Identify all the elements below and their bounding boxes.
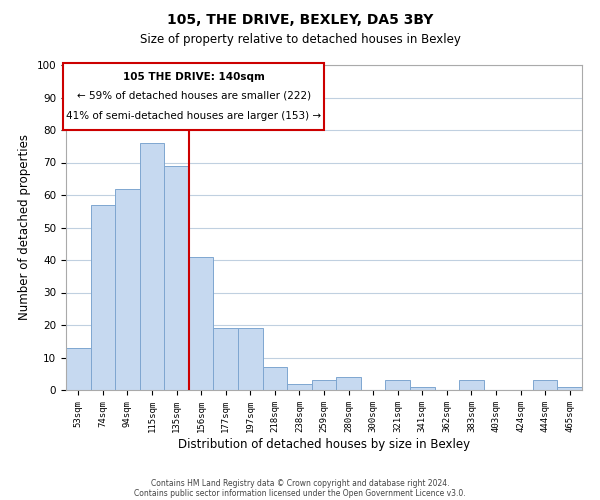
Bar [66,348,91,390]
Bar [263,367,287,390]
Bar [287,384,312,390]
Text: Size of property relative to detached houses in Bexley: Size of property relative to detached ho… [140,32,460,46]
Bar [336,377,361,390]
X-axis label: Distribution of detached houses by size in Bexley: Distribution of detached houses by size … [178,438,470,450]
Bar [238,328,263,390]
Bar [214,328,238,390]
Bar [91,205,115,390]
Text: 105, THE DRIVE, BEXLEY, DA5 3BY: 105, THE DRIVE, BEXLEY, DA5 3BY [167,12,433,26]
FancyBboxPatch shape [64,64,324,130]
Text: 41% of semi-detached houses are larger (153) →: 41% of semi-detached houses are larger (… [66,110,321,120]
Bar [140,143,164,390]
Text: 105 THE DRIVE: 140sqm: 105 THE DRIVE: 140sqm [123,72,265,82]
Bar [164,166,189,390]
Bar [312,380,336,390]
Text: Contains public sector information licensed under the Open Government Licence v3: Contains public sector information licen… [134,488,466,498]
Bar [189,257,214,390]
Bar [115,188,140,390]
Y-axis label: Number of detached properties: Number of detached properties [18,134,31,320]
Bar [533,380,557,390]
Text: Contains HM Land Registry data © Crown copyright and database right 2024.: Contains HM Land Registry data © Crown c… [151,478,449,488]
Bar [557,387,582,390]
Bar [459,380,484,390]
Bar [410,387,434,390]
Text: ← 59% of detached houses are smaller (222): ← 59% of detached houses are smaller (22… [77,91,311,101]
Bar [385,380,410,390]
